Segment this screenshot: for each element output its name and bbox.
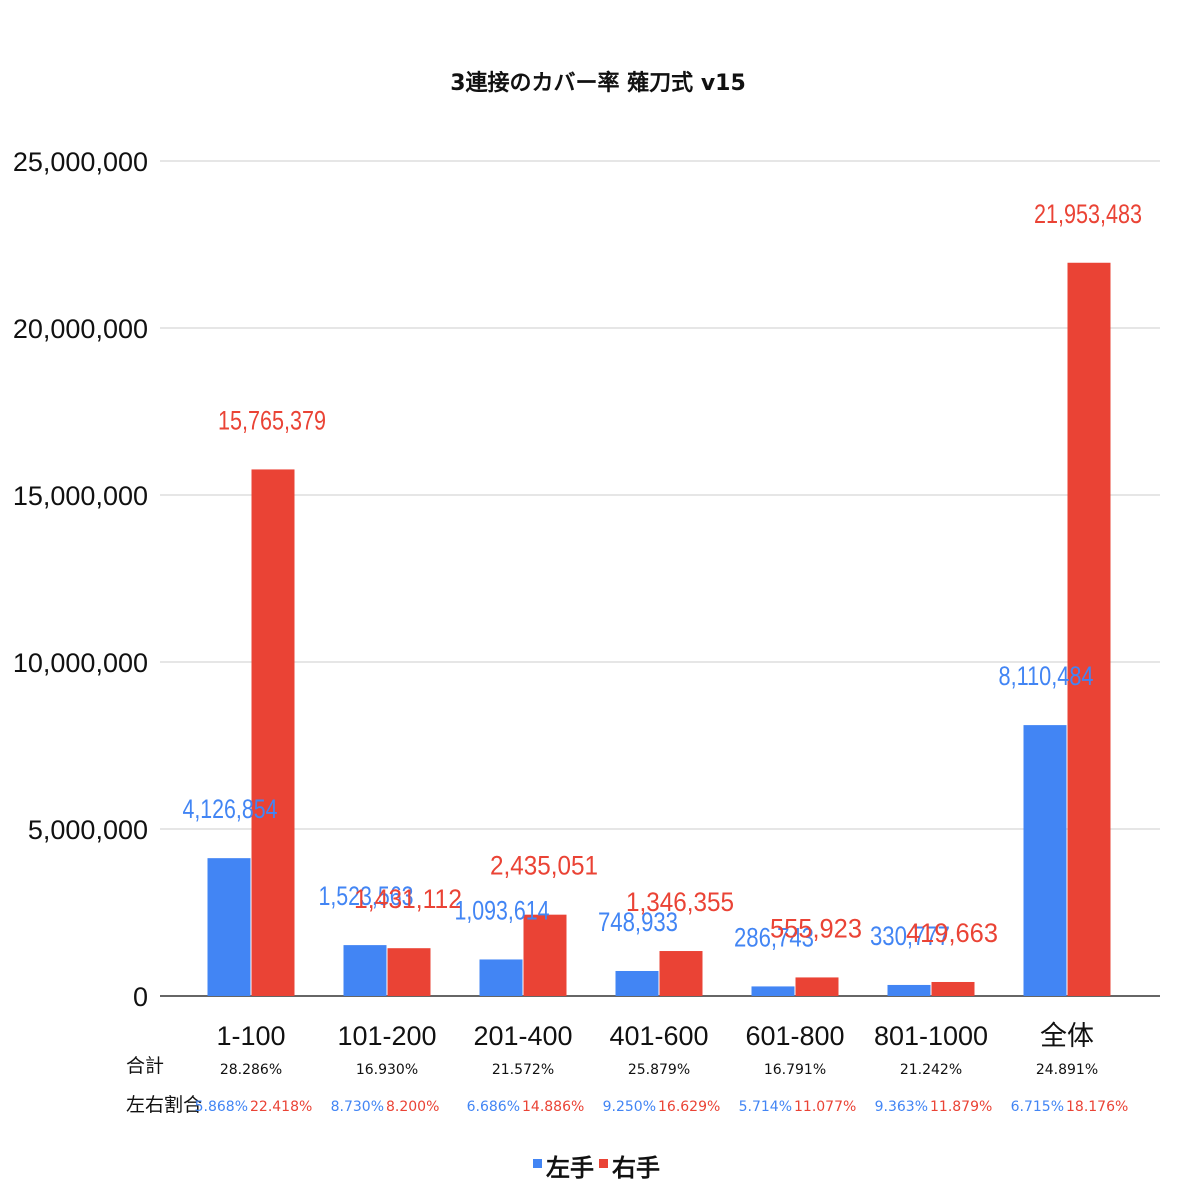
data-label-right: 555,923 <box>770 913 862 943</box>
bar-left-3 <box>615 970 659 996</box>
bar-left-0 <box>207 858 251 996</box>
ratio-left-value: 5.714% <box>739 1099 792 1115</box>
data-label-left: 4,126,854 <box>183 794 278 824</box>
chart-title: 3連接のカバー率 薙刀式 v15 <box>450 70 746 96</box>
y-tick-label: 15,000,000 <box>13 481 148 511</box>
y-tick-label: 10,000,000 <box>13 648 148 678</box>
x-tick-label: 201-400 <box>473 1021 572 1051</box>
ratio-right-value: 22.418% <box>250 1099 312 1115</box>
total-value: 24.891% <box>1036 1062 1098 1078</box>
legend-label-left: 左手 <box>546 1154 594 1182</box>
bar-right-0 <box>251 469 295 996</box>
ratio-right-value: 11.879% <box>930 1099 992 1115</box>
bar-right-1 <box>387 948 431 996</box>
bar-left-5 <box>887 984 931 996</box>
data-label-right: 2,435,051 <box>490 851 598 881</box>
total-value: 28.286% <box>220 1062 282 1078</box>
legend-label-right: 右手 <box>612 1154 660 1182</box>
total-value: 21.572% <box>492 1062 554 1078</box>
x-tick-label: 601-800 <box>745 1021 844 1051</box>
bar-right-2 <box>523 914 567 996</box>
bar-left-4 <box>751 986 795 996</box>
data-label-right: 1,346,355 <box>626 887 734 917</box>
legend-swatch-right <box>599 1159 608 1168</box>
x-tick-label: 801-1000 <box>874 1021 988 1051</box>
ratio-left-value: 9.250% <box>603 1099 656 1115</box>
data-label-right: 1,431,112 <box>354 884 462 914</box>
x-tick-label: 1-100 <box>216 1021 285 1051</box>
y-tick-label: 5,000,000 <box>28 815 148 845</box>
data-label-right: 21,953,483 <box>1034 199 1142 229</box>
ratio-right-value: 8.200% <box>386 1099 439 1115</box>
data-label-right: 15,765,379 <box>218 405 326 435</box>
data-label-left: 330,777 <box>870 921 950 951</box>
bar-left-2 <box>479 959 523 996</box>
data-label-left: 286,743 <box>734 922 814 952</box>
legend-swatch-left <box>533 1159 542 1168</box>
total-row-label: 合計 <box>126 1055 164 1077</box>
x-tick-label: 全体 <box>1040 1021 1094 1051</box>
y-tick-label: 0 <box>133 982 148 1012</box>
ratio-right-value: 16.629% <box>658 1099 720 1115</box>
bar-right-5 <box>931 981 975 996</box>
total-value: 25.879% <box>628 1062 690 1078</box>
total-value: 16.791% <box>764 1062 826 1078</box>
bar-right-3 <box>659 951 703 996</box>
bar-left-6 <box>1023 725 1067 996</box>
ratio-left-value: 6.686% <box>467 1099 520 1115</box>
ratio-right-value: 14.886% <box>522 1099 584 1115</box>
y-tick-label: 20,000,000 <box>13 314 148 344</box>
y-tick-label: 25,000,000 <box>13 147 148 177</box>
x-tick-label: 401-600 <box>609 1021 708 1051</box>
bar-left-1 <box>343 945 387 996</box>
data-label-left: 8,110,484 <box>999 661 1094 691</box>
ratio-left-value: 5.868% <box>195 1099 248 1115</box>
ratio-right-value: 18.176% <box>1066 1099 1128 1115</box>
ratio-row-label: 左右割合 <box>126 1094 202 1116</box>
ratio-left-value: 8.730% <box>331 1099 384 1115</box>
bar-right-6 <box>1067 262 1111 996</box>
total-value: 21.242% <box>900 1062 962 1078</box>
data-label-left: 748,933 <box>598 907 678 937</box>
ratio-right-value: 11.077% <box>794 1099 856 1115</box>
ratio-left-value: 9.363% <box>875 1099 928 1115</box>
data-label-left: 1,523,563 <box>319 881 414 911</box>
ratio-left-value: 6.715% <box>1011 1099 1064 1115</box>
data-label-left: 1,093,614 <box>455 895 550 925</box>
total-value: 16.930% <box>356 1062 418 1078</box>
bar-right-4 <box>795 977 839 996</box>
data-label-right: 419,663 <box>906 918 998 948</box>
x-tick-label: 101-200 <box>337 1021 436 1051</box>
